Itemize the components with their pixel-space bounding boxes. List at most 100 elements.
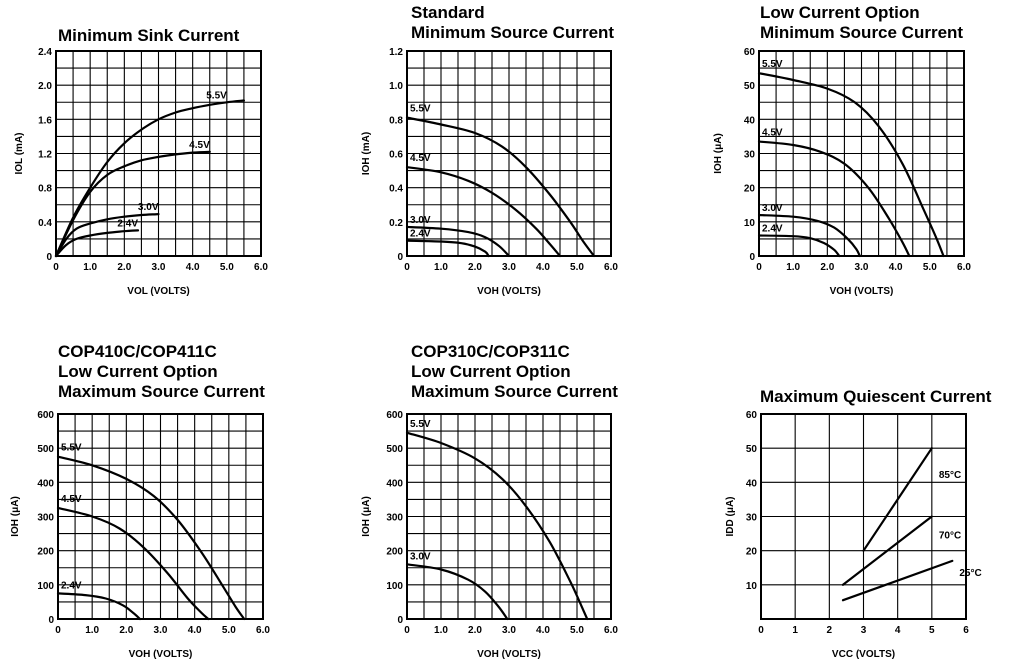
- series-line-24V: [757, 234, 841, 258]
- x-tick-label: 3.0: [855, 262, 869, 273]
- chart-title-line: Minimum Sink Current: [58, 26, 240, 45]
- y-tick-label: 0.6: [389, 150, 403, 161]
- x-tick-label: 0: [404, 625, 410, 636]
- x-tick-label: 6.0: [604, 625, 618, 636]
- plot-frame: [55, 50, 262, 257]
- x-tick-label: 4: [895, 625, 901, 636]
- series-label: 70°C: [939, 531, 961, 542]
- series-label: 25°C: [959, 568, 981, 579]
- y-tick-label: 300: [37, 513, 54, 524]
- y-tick-label: 20: [744, 184, 756, 195]
- series-label: 5.5V: [410, 104, 431, 115]
- x-tick-label: 3.0: [502, 625, 516, 636]
- y-tick-label: 40: [746, 478, 758, 489]
- y-tick-label: 1.6: [38, 115, 52, 126]
- plot-frame: [406, 413, 612, 620]
- y-tick-label: 500: [37, 444, 54, 455]
- series-line-45V: [54, 150, 211, 258]
- x-tick-label: 2: [827, 625, 833, 636]
- x-tick-label: 3.0: [502, 262, 516, 273]
- x-tick-label: 6.0: [957, 262, 971, 273]
- x-tick-label: 5.0: [923, 262, 937, 273]
- y-tick-label: 0.4: [389, 184, 403, 195]
- plot-frame: [758, 50, 965, 257]
- y-tick-label: 0: [397, 615, 403, 626]
- y-tick-label: 500: [386, 444, 403, 455]
- y-tick-label: 600: [37, 410, 54, 421]
- x-tick-label: 2.0: [468, 262, 482, 273]
- y-axis-label: IOH (μA): [10, 496, 21, 537]
- y-tick-label: 40: [744, 115, 756, 126]
- x-tick-label: 0: [756, 262, 762, 273]
- chart-title-line: Low Current Option: [58, 362, 218, 381]
- series-line-24V: [405, 239, 490, 258]
- x-tick-label: 0: [55, 625, 61, 636]
- chart-title-line: Minimum Source Current: [411, 23, 614, 42]
- x-tick-label: 5.0: [570, 625, 584, 636]
- y-tick-label: 0: [397, 252, 403, 263]
- y-tick-label: 30: [744, 150, 756, 161]
- y-tick-label: 60: [746, 410, 758, 421]
- x-tick-label: 1.0: [786, 262, 800, 273]
- series-label: 5.5V: [61, 443, 82, 454]
- x-tick-label: 0: [404, 262, 410, 273]
- series-line-45V: [757, 140, 911, 258]
- y-tick-label: 10: [744, 218, 756, 229]
- y-tick-label: 10: [746, 581, 758, 592]
- grid: [407, 51, 611, 256]
- series-line-55V: [757, 72, 945, 258]
- y-tick-label: 200: [37, 547, 54, 558]
- chart-title-line: Maximum Quiescent Current: [760, 387, 992, 406]
- series-label: 4.5V: [762, 128, 783, 139]
- series-line-85C: [862, 447, 933, 552]
- series-line-30V: [757, 213, 861, 258]
- y-tick-label: 0.2: [389, 218, 403, 229]
- y-tick-label: 1.0: [389, 81, 403, 92]
- x-tick-label: 3.0: [152, 262, 166, 273]
- y-tick-label: 0: [749, 252, 755, 263]
- series-label: 85°C: [939, 470, 961, 481]
- series-line-30V: [405, 225, 511, 258]
- series-label: 5.5V: [762, 59, 783, 70]
- y-tick-label: 400: [37, 478, 54, 489]
- chart-sink: Minimum Sink Current 0 1.0 2.0 3.0 4.0 5.0 6.0 0…: [14, 26, 268, 297]
- x-tick-label: 1.0: [434, 625, 448, 636]
- series-line-24V: [54, 229, 140, 258]
- series-label: 3.0V: [410, 215, 431, 226]
- y-tick-label: 0.8: [38, 184, 52, 195]
- x-tick-label: 6: [963, 625, 969, 636]
- series-label: 2.4V: [762, 224, 783, 235]
- series-line-30V: [54, 213, 160, 258]
- series-line-55V: [405, 431, 589, 621]
- x-axis-label: VOL (VOLTS): [127, 286, 189, 297]
- x-tick-label: 4.0: [536, 625, 550, 636]
- x-tick-label: 1.0: [83, 262, 97, 273]
- series-line-45V: [405, 166, 562, 258]
- x-tick-label: 5.0: [220, 262, 234, 273]
- y-axis-label: IOH (μA): [361, 496, 372, 537]
- grid: [58, 414, 263, 619]
- series-line-24V: [56, 592, 142, 621]
- grid: [407, 414, 611, 619]
- grid: [759, 51, 964, 256]
- y-tick-label: 100: [37, 581, 54, 592]
- chart-title-line: Low Current Option: [760, 3, 920, 22]
- grid: [761, 414, 966, 619]
- x-axis-label: VOH (VOLTS): [477, 649, 541, 660]
- x-tick-label: 6.0: [254, 262, 268, 273]
- y-axis-label: IOH (μA): [713, 133, 724, 174]
- chart-title-line: Minimum Source Current: [760, 23, 963, 42]
- y-tick-label: 300: [386, 513, 403, 524]
- plot-frame: [760, 413, 967, 620]
- series-label: 2.4V: [410, 229, 431, 240]
- chart-quiescent: Maximum Quiescent Current 0 1 2 3 4 5 6 10 20 30 40…: [725, 387, 992, 660]
- series-line-45V: [56, 506, 210, 621]
- x-tick-label: 4.0: [186, 262, 200, 273]
- y-tick-label: 60: [744, 47, 756, 58]
- series-line-70C: [841, 515, 933, 586]
- x-tick-label: 5: [929, 625, 935, 636]
- series-label: 5.5V: [410, 419, 431, 430]
- x-axis-label: VOH (VOLTS): [477, 286, 541, 297]
- x-tick-label: 1.0: [434, 262, 448, 273]
